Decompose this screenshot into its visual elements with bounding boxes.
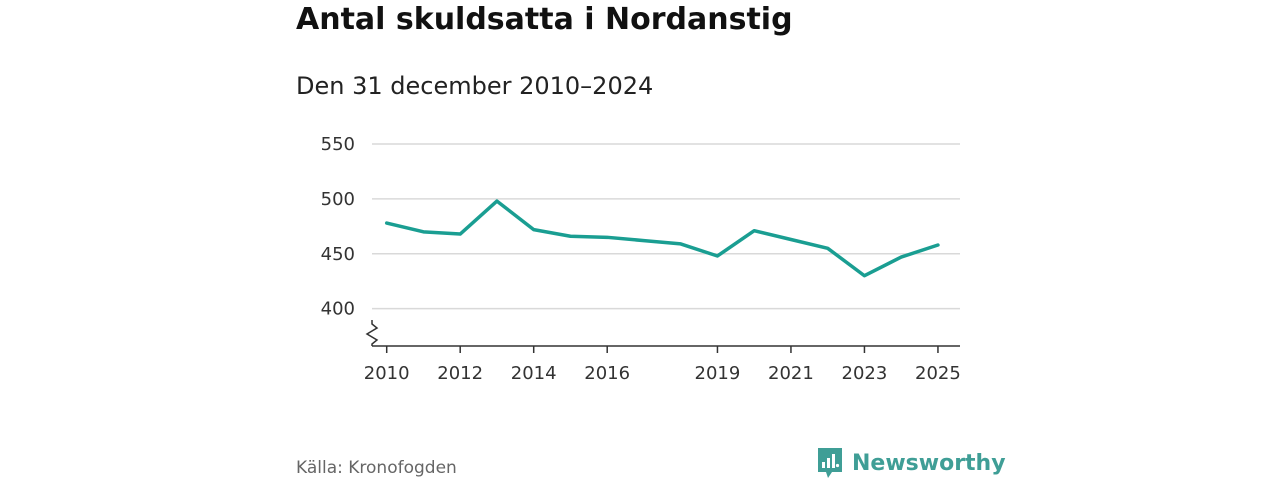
data-point (826, 246, 830, 250)
chart-subtitle: Den 31 december 2010–2024 (296, 72, 654, 100)
chart-title: Antal skuldsatta i Nordanstig (296, 2, 793, 37)
series-group (384, 199, 940, 278)
data-point (936, 243, 940, 247)
y-tick-label: 500 (321, 189, 355, 210)
data-point (568, 234, 572, 238)
data-point (789, 238, 793, 242)
x-tick-label: 2023 (842, 363, 888, 384)
source-note: Källa: Kronofogden (296, 458, 457, 478)
data-point (421, 230, 425, 234)
y-tick-label: 450 (321, 244, 355, 265)
axis-break-icon (365, 320, 379, 346)
x-tick-label: 2016 (584, 363, 630, 384)
newsworthy-logo-icon (818, 448, 842, 478)
x-axis: 2010 2012 2014 2016 2019 2021 2023 2025 (364, 320, 961, 384)
data-point (642, 239, 646, 243)
x-tick-label: 2025 (915, 363, 961, 384)
data-point (752, 229, 756, 233)
data-point (679, 242, 683, 246)
data-point (715, 254, 719, 258)
x-tick-label: 2012 (437, 363, 483, 384)
data-point (458, 232, 462, 236)
y-axis-ticks: 400 450 500 550 (321, 134, 355, 320)
y-tick-label: 400 (321, 299, 355, 320)
line-chart: 400 450 500 550 2010 2012 2014 2016 2019 2021 202… (321, 134, 961, 384)
x-tick-label: 2019 (695, 363, 741, 384)
data-point (385, 221, 389, 225)
y-tick-label: 550 (321, 134, 355, 155)
data-point (605, 235, 609, 239)
x-tick-label: 2021 (768, 363, 814, 384)
data-point (532, 228, 536, 232)
x-tick-label: 2010 (364, 363, 410, 384)
brand: Newsworthy (816, 446, 1006, 480)
gridlines (372, 143, 960, 310)
brand-name: Newsworthy (852, 450, 1006, 476)
series-line (384, 199, 940, 278)
data-point (899, 255, 903, 259)
data-point (495, 199, 499, 203)
data-point (862, 274, 866, 278)
x-tick-label: 2014 (511, 363, 557, 384)
